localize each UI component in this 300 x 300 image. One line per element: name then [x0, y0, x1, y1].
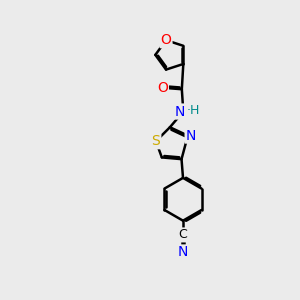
- Text: O: O: [157, 81, 168, 95]
- Text: S: S: [152, 134, 160, 148]
- Text: N: N: [178, 245, 188, 260]
- Text: O: O: [160, 33, 172, 47]
- Text: ·H: ·H: [186, 103, 200, 116]
- Text: N: N: [175, 104, 185, 118]
- Text: C: C: [178, 228, 188, 242]
- Text: N: N: [186, 129, 196, 142]
